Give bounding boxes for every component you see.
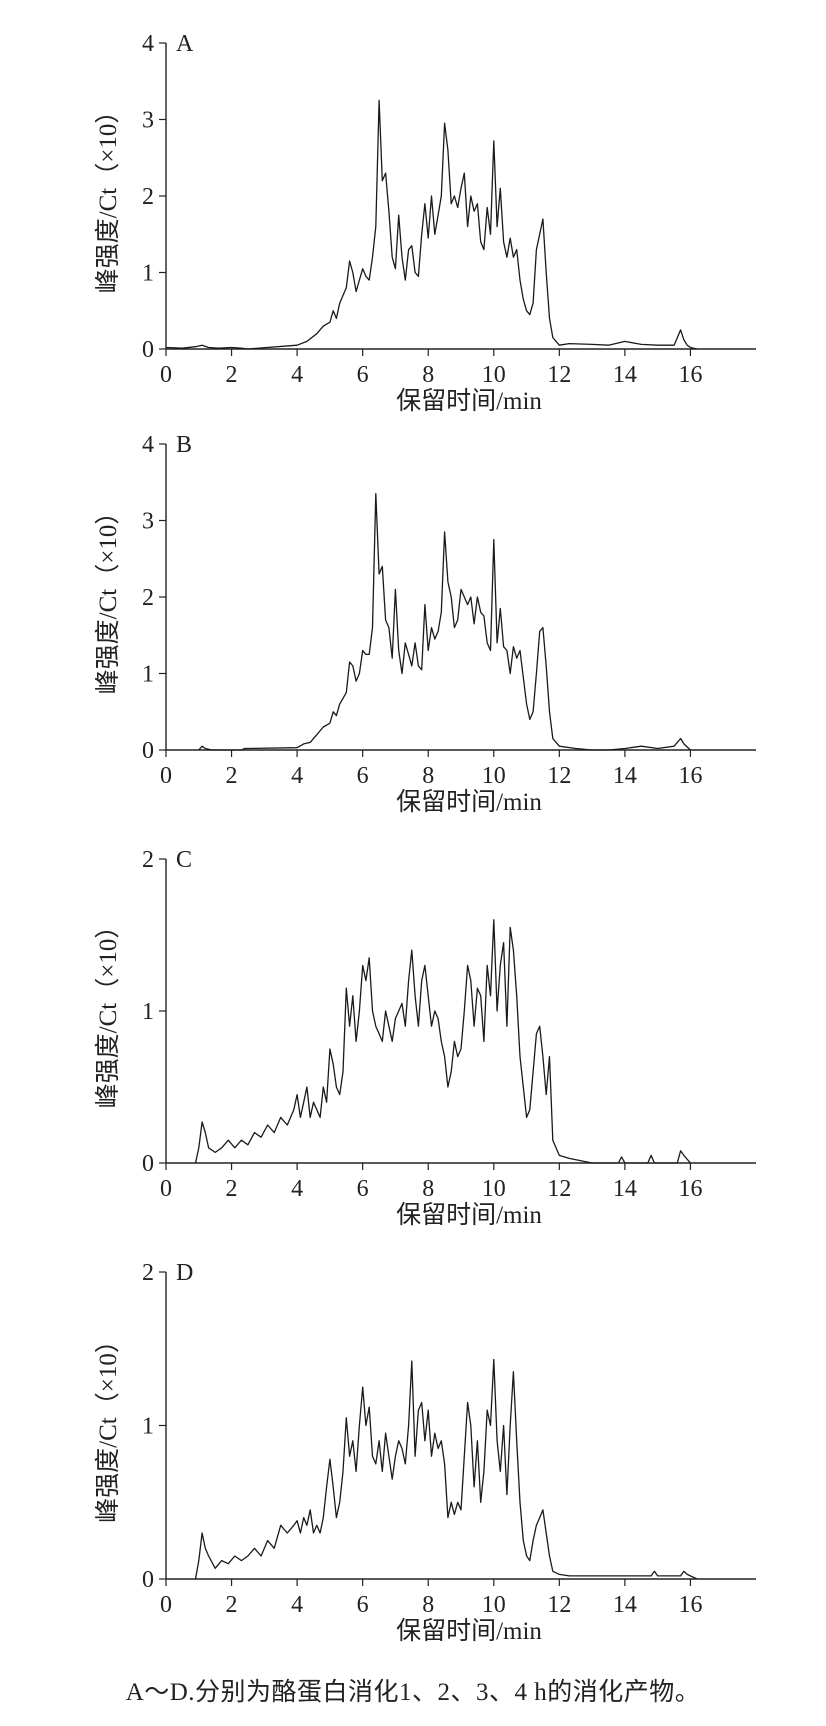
panel-b-y-tick-label: 4 <box>142 432 154 458</box>
panel-b-y-axis-title: 峰强度/Ct（×10） <box>94 500 122 695</box>
panel-d-x-tick-label: 14 <box>613 1592 637 1618</box>
panel-a-x-tick-label: 0 <box>160 362 172 388</box>
panel-a-x-tick-label: 10 <box>482 362 506 388</box>
panel-d-x-tick-label: 16 <box>678 1592 702 1618</box>
panel-d-y-tick-label: 0 <box>142 1567 154 1593</box>
panel-b-x-tick-label: 14 <box>613 763 637 789</box>
panel-b-x-tick-label: 0 <box>160 763 172 789</box>
panel-c-x-tick-label: 16 <box>678 1176 702 1202</box>
panel-a-x-tick-label: 4 <box>291 362 303 388</box>
panel-a-y-tick-label: 4 <box>142 31 154 57</box>
panel-b-y-tick-label: 1 <box>142 662 154 688</box>
panel-b-series-line-0 <box>198 493 691 751</box>
panel-b-y-tick-label: 2 <box>142 585 154 611</box>
panel-b-y-tick-label: 0 <box>142 738 154 764</box>
panel-d-x-tick-label: 6 <box>357 1592 369 1618</box>
panel-a-y-tick-label: 1 <box>142 261 154 287</box>
panel-a-x-axis-title: 保留时间/min <box>396 387 542 415</box>
panel-c-label: C <box>176 847 192 873</box>
panel-a-y-tick-label: 3 <box>142 108 154 134</box>
panel-c-y-tick-label: 0 <box>142 1151 154 1177</box>
panel-d-y-axis-title: 峰强度/Ct（×10） <box>94 1328 122 1523</box>
panel-d-x-tick-label: 0 <box>160 1592 172 1618</box>
panel-b-x-tick-label: 6 <box>357 763 369 789</box>
panel-b-label: B <box>176 432 192 458</box>
panel-c-x-tick-label: 10 <box>482 1176 506 1202</box>
panel-a-x-tick-label: 12 <box>547 362 571 388</box>
panel-d-x-tick-label: 8 <box>422 1592 434 1618</box>
panel-b-x-tick-label: 4 <box>291 763 303 789</box>
panel-c-x-tick-label: 12 <box>547 1176 571 1202</box>
panel-a-x-tick-label: 2 <box>226 362 238 388</box>
panel-c-x-tick-label: 14 <box>613 1176 637 1202</box>
panel-a-x-tick-label: 14 <box>613 362 637 388</box>
panel-a-x-tick-label: 8 <box>422 362 434 388</box>
panel-a-y-axis-title: 峰强度/Ct（×10） <box>94 99 122 294</box>
panel-b-x-axis-title: 保留时间/min <box>396 788 542 816</box>
panel-c-y-tick-label: 2 <box>142 847 154 873</box>
panel-c-x-tick-label: 8 <box>422 1176 434 1202</box>
panel-d-series-line-0 <box>194 1358 698 1580</box>
panel-b-x-tick-label: 8 <box>422 763 434 789</box>
panel-d-label: D <box>176 1260 193 1286</box>
panel-d-x-axis-title: 保留时间/min <box>396 1617 542 1645</box>
panel-d-x-tick-label: 12 <box>547 1592 571 1618</box>
panel-a-label: A <box>176 31 194 57</box>
panel-d-y-tick-label: 1 <box>142 1414 154 1440</box>
panel-d-x-tick-label: 4 <box>291 1592 303 1618</box>
panel-a-y-tick-label: 2 <box>142 184 154 210</box>
panel-c-x-tick-label: 0 <box>160 1176 172 1202</box>
panel-c-y-tick-label: 1 <box>142 999 154 1025</box>
panel-a-y-tick-label: 0 <box>142 337 154 363</box>
panel-d-y-tick-label: 2 <box>142 1260 154 1286</box>
panel-c-x-tick-label: 6 <box>357 1176 369 1202</box>
panel-a-series-line-0 <box>165 99 698 350</box>
figure-caption: A～D.分别为酪蛋白消化1、2、3、4 h的消化产物。 <box>125 1679 701 1706</box>
panel-c-series-line-0 <box>194 919 691 1164</box>
panel-a-x-tick-label: 16 <box>678 362 702 388</box>
panel-c-x-tick-label: 2 <box>226 1176 238 1202</box>
panel-c-y-axis-title: 峰强度/Ct（×10） <box>94 914 122 1109</box>
panel-c-x-tick-label: 4 <box>291 1176 303 1202</box>
panel-c-x-axis-title: 保留时间/min <box>396 1201 542 1229</box>
panel-a-x-tick-label: 6 <box>357 362 369 388</box>
panel-b-x-tick-label: 12 <box>547 763 571 789</box>
panel-d-x-tick-label: 10 <box>482 1592 506 1618</box>
panel-b-y-tick-label: 3 <box>142 509 154 535</box>
panel-d-x-tick-label: 2 <box>226 1592 238 1618</box>
panel-b-x-tick-label: 10 <box>482 763 506 789</box>
panel-b-x-tick-label: 16 <box>678 763 702 789</box>
panel-b-x-tick-label: 2 <box>226 763 238 789</box>
